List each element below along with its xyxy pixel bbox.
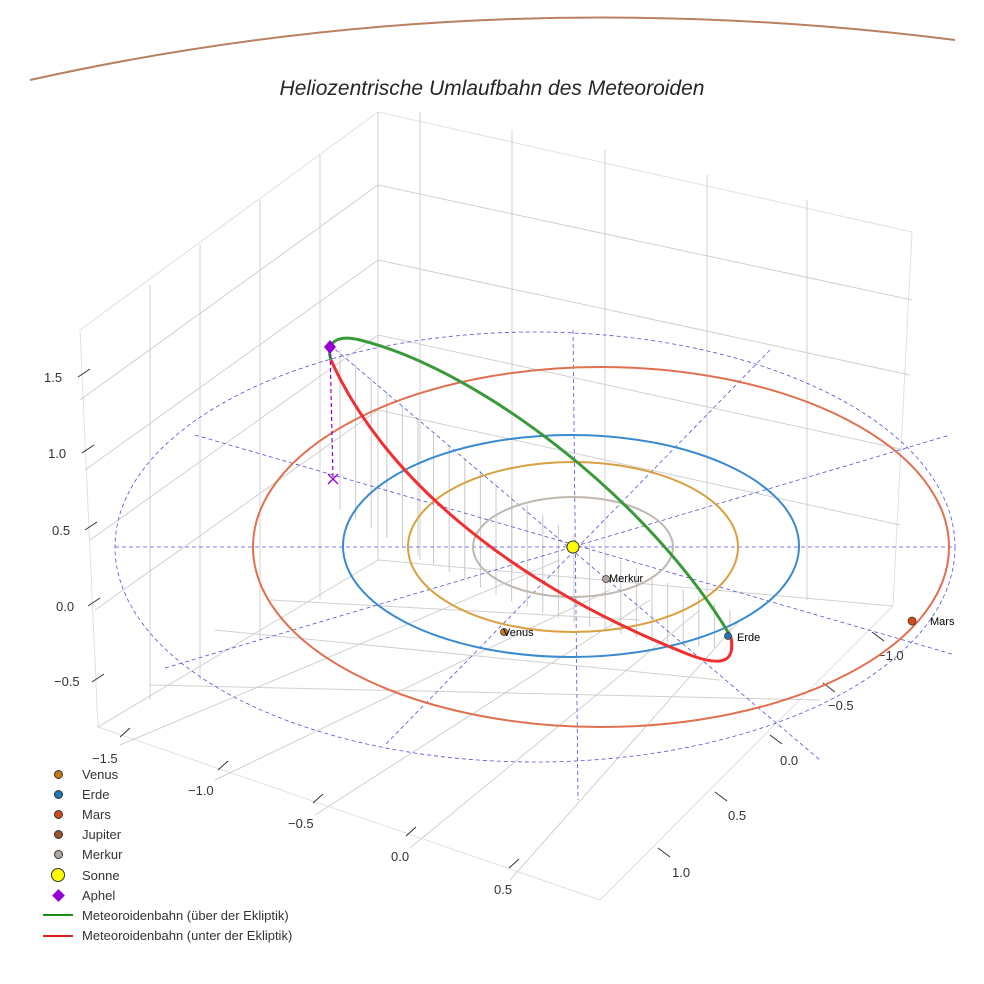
ecliptic-grid bbox=[114, 329, 956, 801]
circle-icon bbox=[53, 789, 63, 799]
meteoroid-orbit-above bbox=[328, 336, 733, 638]
erde-marker bbox=[724, 632, 732, 640]
legend-marker bbox=[36, 868, 80, 883]
x-tick: −1.5 bbox=[92, 751, 118, 766]
orbit-erde bbox=[342, 434, 800, 658]
legend-item: Jupiter bbox=[36, 825, 292, 845]
venus-marker bbox=[500, 628, 508, 636]
circle-icon bbox=[53, 809, 63, 819]
legend-label: Meteoroidenbahn (über der Ekliptik) bbox=[82, 907, 289, 923]
legend-line-icon bbox=[43, 934, 73, 937]
legend-marker bbox=[36, 809, 80, 819]
y-tick: 0.5 bbox=[728, 808, 746, 823]
legend-item: Aphel bbox=[36, 885, 292, 905]
orbit-jupiter bbox=[29, 16, 956, 81]
aphel-projection-marker bbox=[327, 473, 339, 485]
aphel-marker bbox=[324, 340, 336, 354]
orbit-merkur bbox=[472, 496, 674, 598]
legend-marker bbox=[36, 789, 80, 799]
y-tick: 0.0 bbox=[780, 753, 798, 768]
legend-item: Meteoroidenbahn (über der Ekliptik) bbox=[36, 905, 292, 925]
legend-label: Mars bbox=[82, 806, 111, 822]
z-tick-labels: 1.5 1.0 0.5 0.0 −0.5 bbox=[44, 370, 80, 689]
orbit-mars bbox=[252, 366, 950, 728]
venus-label: Venus bbox=[503, 627, 534, 639]
mars-label: Mars bbox=[930, 616, 955, 628]
legend-label: Jupiter bbox=[82, 827, 122, 843]
y-tick: 1.0 bbox=[672, 865, 690, 880]
x-tick: −1.0 bbox=[188, 783, 214, 798]
legend-label: Aphel bbox=[82, 887, 116, 903]
legend-label: Meteoroidenbahn (unter der Ekliptik) bbox=[82, 928, 293, 944]
legend-item: Merkur bbox=[36, 845, 292, 865]
legend-marker bbox=[36, 830, 80, 840]
sun-marker bbox=[566, 540, 580, 554]
pane-grid bbox=[79, 111, 913, 901]
x-tick: 0.5 bbox=[494, 882, 512, 897]
x-tick: 0.0 bbox=[391, 849, 409, 864]
legend-marker bbox=[36, 850, 80, 860]
merkur-marker bbox=[602, 575, 610, 583]
meteoroid-orbit-below bbox=[329, 359, 734, 663]
legend-item: Meteoroidenbahn (unter der Ekliptik) bbox=[36, 926, 292, 946]
circle-icon bbox=[53, 830, 63, 840]
x-tick-labels: −1.5 −1.0 −0.5 0.0 0.5 bbox=[92, 751, 512, 897]
erde-label: Erde bbox=[737, 632, 760, 644]
z-tick: 1.5 bbox=[44, 370, 62, 385]
aphel-drop-line bbox=[329, 346, 334, 480]
circle-icon bbox=[53, 850, 63, 860]
legend: Venus Erde Mars Jupiter Merkur Sonne Aphel Mete… bbox=[36, 764, 292, 946]
legend-item: Venus bbox=[36, 764, 292, 784]
legend-label: Sonne bbox=[82, 867, 120, 883]
legend-marker bbox=[36, 888, 80, 902]
legend-label: Merkur bbox=[82, 847, 123, 863]
legend-marker bbox=[36, 934, 80, 937]
x-tick: −0.5 bbox=[288, 816, 314, 831]
z-tick: 0.5 bbox=[52, 523, 70, 538]
mars-marker bbox=[907, 616, 917, 626]
legend-marker bbox=[36, 769, 80, 779]
merkur-label: Merkur bbox=[609, 573, 644, 585]
legend-marker bbox=[36, 914, 80, 917]
circle-icon bbox=[53, 769, 63, 779]
diamond-icon bbox=[51, 888, 65, 902]
y-tick-labels: −1.0 −0.5 0.0 0.5 1.0 bbox=[672, 648, 904, 880]
legend-item: Erde bbox=[36, 784, 292, 804]
z-tick: 0.0 bbox=[56, 599, 74, 614]
chart-title: Heliozentrische Umlaufbahn des Meteoroid… bbox=[280, 77, 705, 100]
legend-item: Sonne bbox=[36, 865, 292, 885]
orbit-venus bbox=[407, 461, 739, 633]
z-tick: −0.5 bbox=[54, 674, 80, 689]
drop-lines bbox=[339, 350, 731, 650]
circle-icon bbox=[51, 868, 65, 883]
legend-line-icon bbox=[43, 914, 73, 917]
y-tick: −0.5 bbox=[828, 698, 854, 713]
axes bbox=[77, 368, 885, 869]
z-tick: 1.0 bbox=[48, 446, 66, 461]
legend-label: Erde bbox=[82, 786, 110, 802]
legend-label: Venus bbox=[82, 766, 119, 782]
legend-item: Mars bbox=[36, 804, 292, 824]
